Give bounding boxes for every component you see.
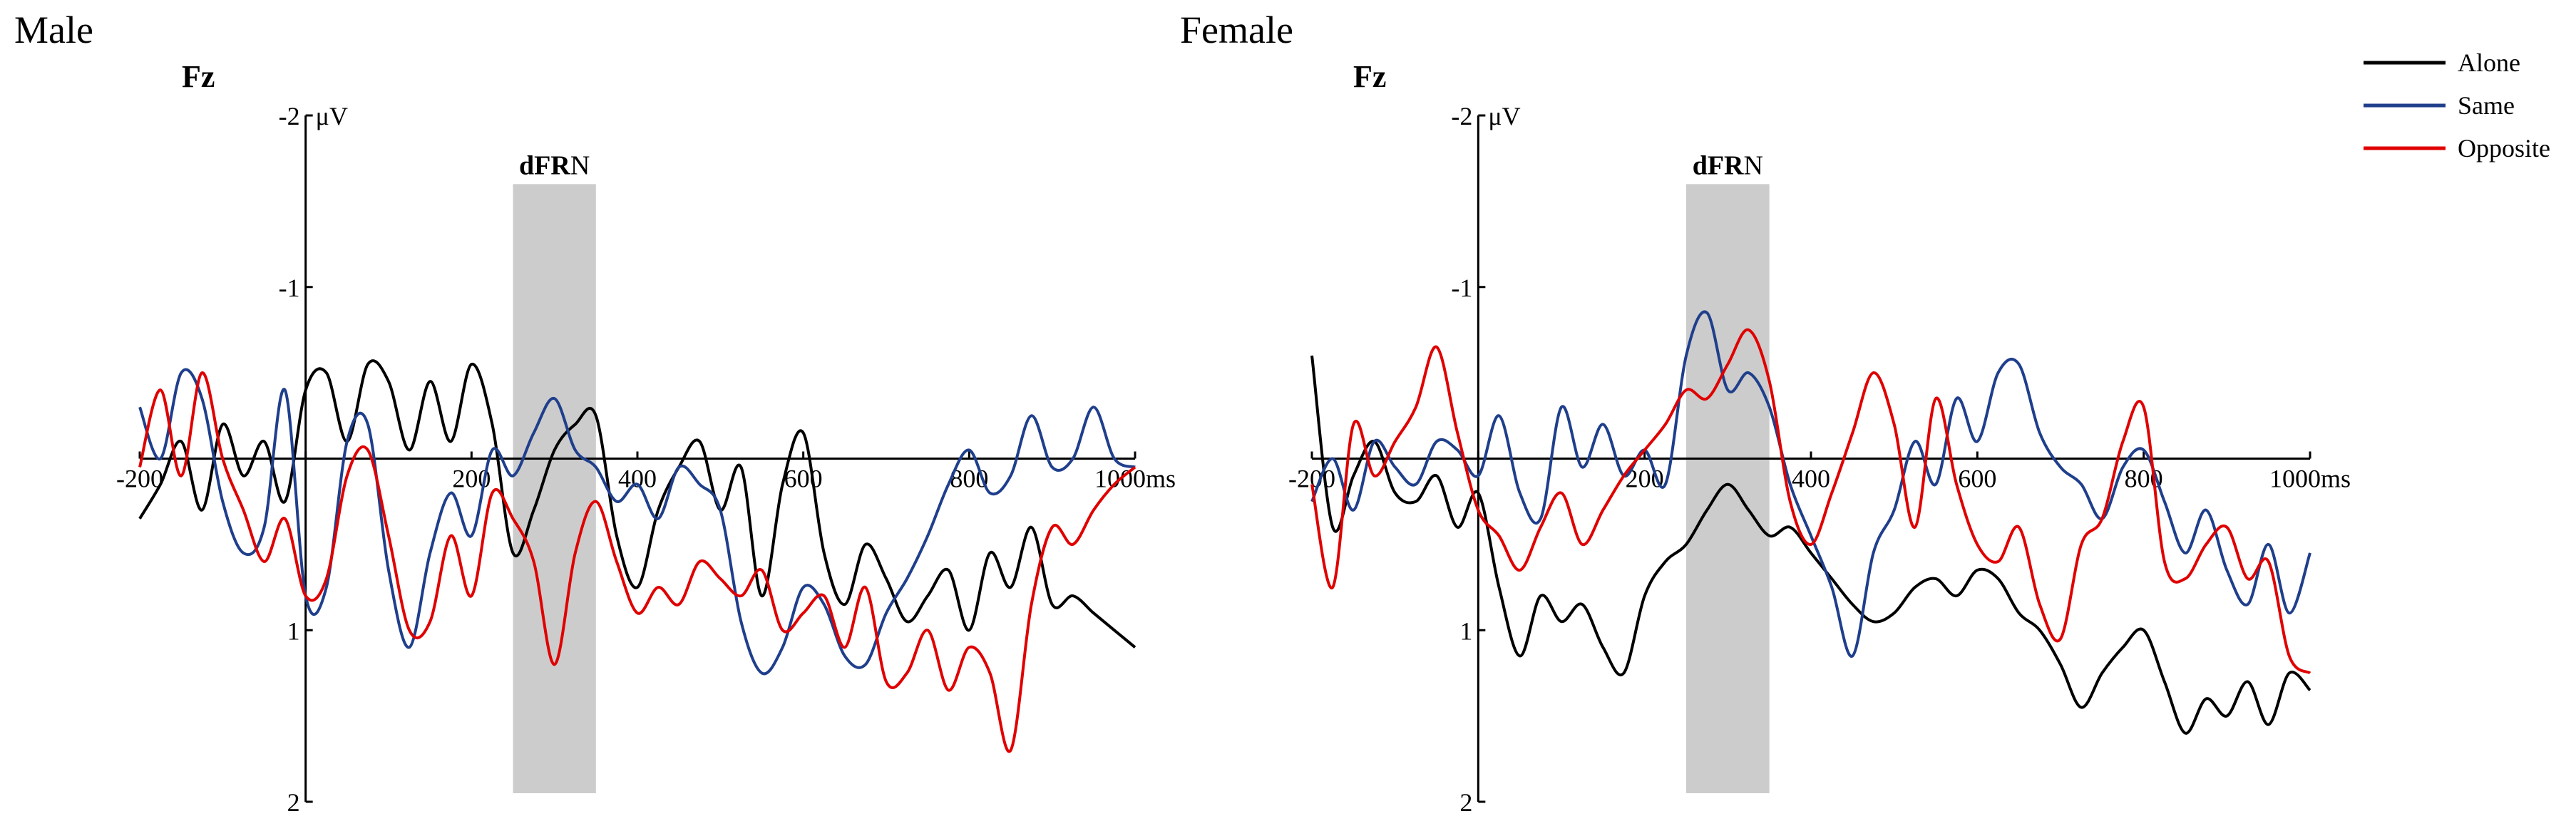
series-line-same bbox=[138, 368, 1136, 676]
panel-title-female: Female bbox=[1180, 9, 1293, 51]
y-tick-label: 2 bbox=[1459, 788, 1472, 817]
y-tick-label: 1 bbox=[287, 616, 300, 645]
series-line-same bbox=[1310, 310, 2311, 658]
series-line-opposite bbox=[138, 371, 1136, 753]
dfrn-window bbox=[1686, 184, 1770, 793]
x-tick-label: 400 bbox=[1792, 465, 1830, 493]
legend-label-same: Same bbox=[2458, 91, 2515, 120]
x-unit-label: ms bbox=[2321, 465, 2351, 493]
series-line-alone bbox=[1310, 355, 2311, 735]
y-tick-label: 1 bbox=[1459, 616, 1472, 645]
x-tick-label: 1000ms bbox=[1094, 465, 1176, 493]
y-tick-label: -2 bbox=[279, 102, 300, 130]
y-tick-label: 2 bbox=[287, 788, 300, 817]
y-unit-label: μV bbox=[1488, 102, 1520, 130]
channel-label-male: Fz bbox=[182, 59, 215, 94]
x-tick-label: 1000ms bbox=[2269, 465, 2351, 493]
dfrn-window-label: dFRN bbox=[1693, 150, 1763, 180]
panel-title-male: Male bbox=[14, 9, 93, 51]
x-tick-label: 600 bbox=[784, 465, 823, 493]
legend-label-opposite: Opposite bbox=[2458, 134, 2550, 162]
y-tick-label: -1 bbox=[1451, 274, 1472, 302]
x-unit-label: ms bbox=[1146, 465, 1176, 493]
y-tick-label: -2 bbox=[1451, 102, 1472, 130]
legend: Alone Same Opposite bbox=[2364, 48, 2550, 162]
y-unit-label: μV bbox=[316, 102, 348, 130]
legend-label-alone: Alone bbox=[2458, 48, 2520, 77]
series-line-alone bbox=[138, 359, 1136, 649]
y-tick-label: -1 bbox=[279, 274, 300, 302]
dfrn-window-label: dFRN bbox=[519, 150, 590, 180]
dfrn-window bbox=[513, 184, 596, 793]
channel-label-female: Fz bbox=[1353, 59, 1386, 94]
series-line-opposite bbox=[1310, 328, 2311, 675]
x-tick-label: -200 bbox=[116, 465, 163, 493]
x-tick-label: 400 bbox=[618, 465, 657, 493]
x-tick-label: 600 bbox=[1958, 465, 1996, 493]
